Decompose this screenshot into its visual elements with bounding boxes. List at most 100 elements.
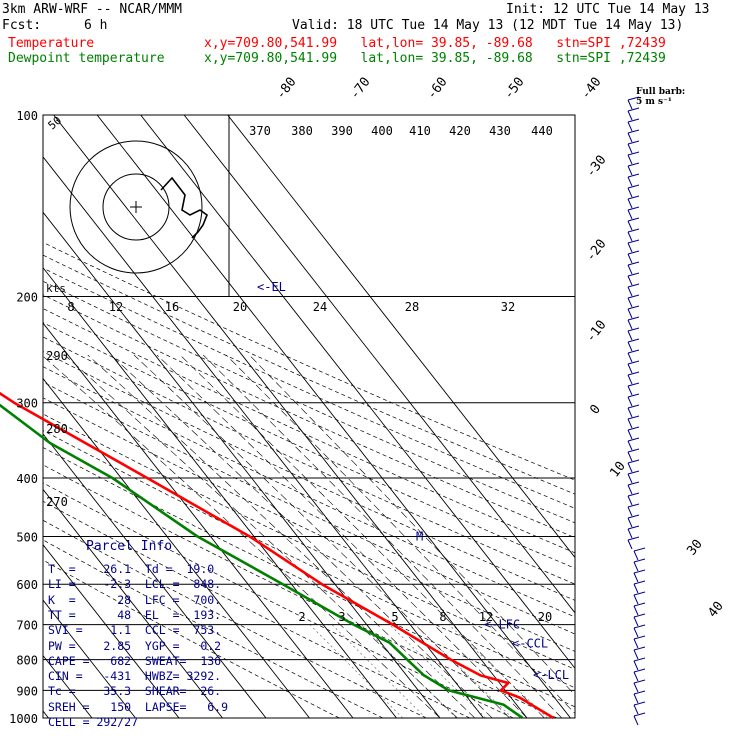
- parcel-info-row: SVI = 1.1 CCL = 753.: [48, 623, 222, 638]
- wind-barb-staff: [627, 363, 633, 374]
- hodograph-speed-label: 28: [405, 300, 419, 314]
- wind-barb-flag: [627, 338, 640, 343]
- init-time: Init: 12 UTC Tue 14 May 13: [506, 2, 710, 17]
- wind-barb-flag: [627, 184, 640, 189]
- hodograph: kts: [46, 115, 230, 296]
- isotherm-line: [43, 599, 136, 718]
- pressure-tick-label: 700: [16, 619, 38, 633]
- dry-adiabat-line: [43, 500, 470, 718]
- wind-barb-staff: [633, 594, 639, 605]
- hodograph-speed-label: 16: [165, 300, 179, 314]
- wind-barb-staff: [627, 418, 633, 429]
- wind-barb-staff: [627, 297, 633, 308]
- wind-barb-flag: [627, 118, 640, 123]
- model-title: 3km ARW-WRF -- NCAR/MMM: [2, 2, 183, 17]
- temperature-tick-label: -20: [583, 237, 609, 265]
- wind-barb-flag: [627, 492, 640, 497]
- wind-barb-staff: [627, 275, 633, 286]
- wind-barb-staff: [627, 451, 633, 462]
- dry-adiabat-line: [43, 366, 575, 618]
- temperature-tick-label: -30: [583, 153, 609, 181]
- wind-barb-flag: [627, 448, 640, 453]
- wind-barb-flag: [627, 316, 640, 321]
- parcel-info-row: SREH = 150 LAPSE= 6.9: [48, 699, 229, 714]
- wind-barb-staff: [633, 605, 639, 616]
- wind-barb-flag: [633, 602, 646, 607]
- wind-barb-flag: [633, 646, 646, 651]
- wind-barb-staff: [627, 440, 633, 451]
- dry-adiabat-line: [43, 519, 427, 718]
- wind-barb-staff: [633, 649, 639, 660]
- parcel-info-row: CIN = -431 HWBZ= 3292.: [48, 669, 222, 684]
- temperature-tick-label: -10: [583, 318, 609, 346]
- wind-barb-staff: [633, 682, 639, 693]
- marker-m: M: [416, 529, 423, 543]
- temperature-tick-label: 10: [607, 459, 628, 481]
- wind-barb-flag: [633, 701, 646, 706]
- temperature-tick-label: -60: [424, 75, 450, 103]
- wind-barb-flag: [633, 690, 646, 695]
- wind-barb-staff: [627, 264, 633, 275]
- wind-barb-flag: [627, 283, 640, 288]
- mixing-ratio-label: 12: [479, 610, 493, 624]
- wind-barb-staff: [627, 528, 633, 539]
- temperature-location: x,y=709.80,541.99 lat,lon= 39.85, -89.68…: [204, 36, 666, 51]
- hodograph-speed-label: 24: [313, 300, 327, 314]
- wind-barb-flag: [633, 679, 646, 684]
- wind-barb-flag: [627, 382, 640, 387]
- dry-adiabat-line: [43, 294, 575, 539]
- theta-label-left: 270: [46, 495, 68, 509]
- dry-adiabat-line: [43, 559, 340, 718]
- wind-barb-flag: [627, 525, 640, 530]
- hodograph-speed-label: 12: [109, 300, 123, 314]
- wind-barb-staff: [627, 176, 633, 187]
- wind-barb-staff: [627, 198, 633, 209]
- wind-barb-flag: [627, 206, 640, 211]
- theta-label: 430: [489, 124, 511, 138]
- hodograph-kts-label: kts: [46, 282, 66, 295]
- dry-adiabat-line: [43, 351, 575, 601]
- wind-barb-flag: [627, 349, 640, 354]
- wind-barb-flag: [627, 503, 640, 508]
- wind-barb-flag: [627, 437, 640, 442]
- theta-label-left: 290: [46, 349, 68, 363]
- dry-adiabat-line: [43, 397, 575, 652]
- wind-barb-flag: [627, 404, 640, 409]
- marker-ccl: <-CCL: [512, 637, 548, 651]
- mixing-ratio-label: 3: [338, 610, 345, 624]
- wind-barb-flag: [633, 569, 646, 574]
- wind-barb-staff: [627, 539, 633, 550]
- wind-barb-flag: [627, 327, 640, 332]
- temperature-label: Temperature: [8, 36, 95, 51]
- mixing-ratio-line: [331, 624, 426, 718]
- temperature-tick-label: 0: [587, 402, 604, 417]
- isotherm-line: [53, 115, 528, 718]
- isotherm-line: [43, 433, 267, 718]
- theta-label-left-top: 50: [46, 114, 65, 132]
- wind-barb-flag: [627, 261, 640, 266]
- moist-adiabat-line: [64, 354, 458, 718]
- wind-barb-flag: [627, 239, 640, 244]
- theta-label: 380: [291, 124, 313, 138]
- wind-barb-label: Full barb:: [636, 87, 685, 97]
- wind-barb-flag: [627, 459, 640, 464]
- pressure-tick-label: 100: [16, 109, 38, 123]
- marker-el: <-EL: [257, 280, 286, 294]
- wind-barb-staff: [627, 209, 633, 220]
- parcel-info-box: Parcel Info T = 26.1 Td = 19.0 LI = -2.3 …: [44, 536, 230, 729]
- wind-barb-staff: [633, 638, 639, 649]
- parcel-info-title: Parcel Info: [86, 539, 173, 554]
- mixing-ratio-label: 20: [538, 610, 552, 624]
- dry-adiabat-line: [43, 336, 575, 585]
- wind-barb-flag: [627, 294, 640, 299]
- isotherm-line: [0, 115, 5, 718]
- theta-label: 390: [331, 124, 353, 138]
- wind-barb-staff: [627, 143, 633, 154]
- theta-label: 410: [409, 124, 431, 138]
- wind-barb-staff: [633, 704, 639, 715]
- wind-barb-flag: [633, 635, 646, 640]
- wind-barb-staff: [627, 374, 633, 385]
- moist-adiabat-line: [110, 354, 493, 718]
- wind-barb-flag: [627, 371, 640, 376]
- wind-barb-flag: [633, 580, 646, 585]
